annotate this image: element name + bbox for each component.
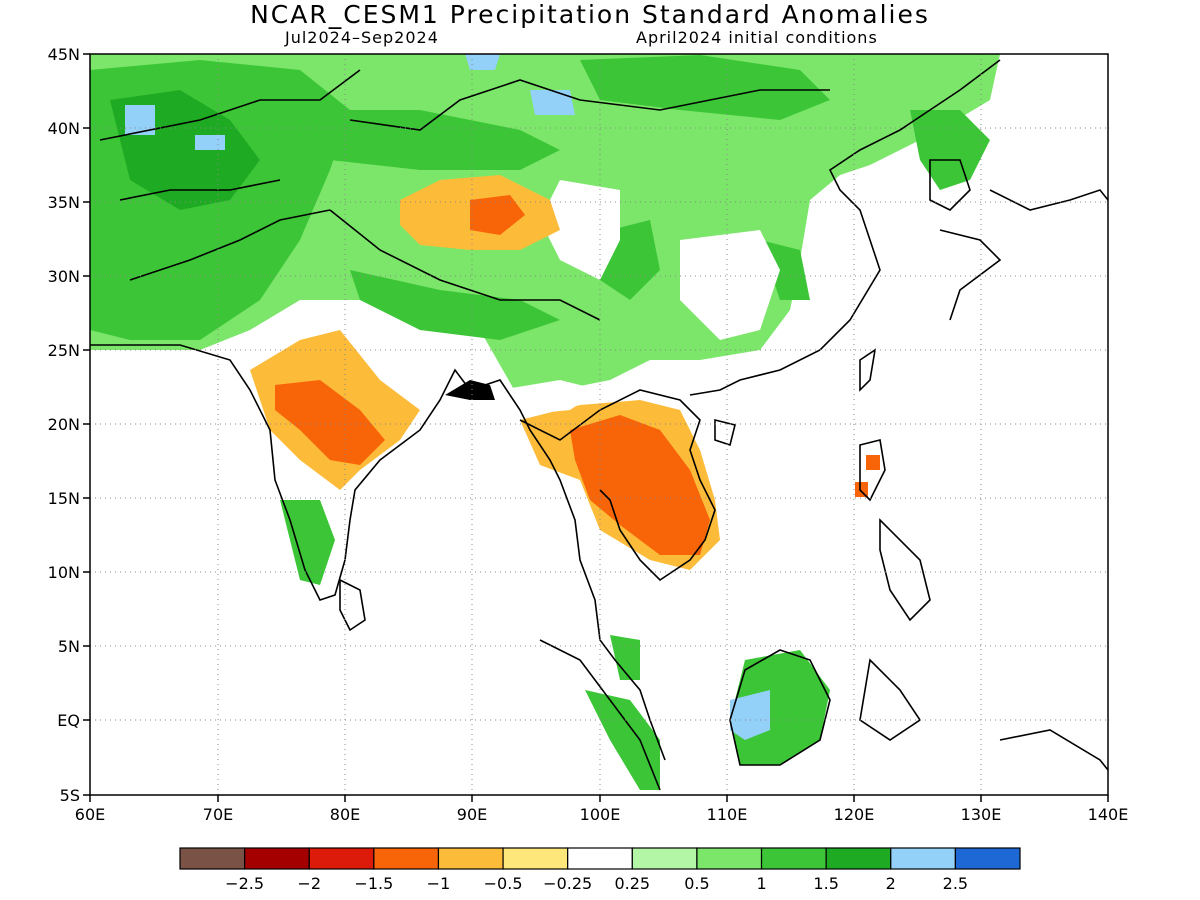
colorbar-label: −1.5 xyxy=(354,874,393,893)
lon-label: 120E xyxy=(834,805,875,824)
colorbar-swatch xyxy=(373,847,440,870)
anomaly-green-dark-mongolia xyxy=(580,55,830,120)
colorbar-swatch xyxy=(760,847,827,870)
lat-label: 45N xyxy=(48,45,80,64)
anomaly-field xyxy=(90,54,1000,790)
colorbar-swatch xyxy=(954,847,1021,870)
lat-label: 5S xyxy=(60,786,80,805)
lat-label: 30N xyxy=(48,267,80,286)
colorbar-swatch xyxy=(308,847,375,870)
colorbar-label: 0.25 xyxy=(614,874,650,893)
anomaly-blue-3 xyxy=(465,54,500,70)
lon-labels: 60E 70E 80E 90E 100E 110E 120E 130E 140E xyxy=(75,805,1129,824)
coastlines xyxy=(90,59,1108,791)
anomaly-orange-dark-indochina xyxy=(570,415,710,555)
init-subtitle: April2024 initial conditions xyxy=(636,28,878,47)
colorbar-label: 1.5 xyxy=(813,874,838,893)
anomaly-green-himalaya xyxy=(350,270,560,340)
gridlines xyxy=(90,54,1108,795)
anomaly-green-malay xyxy=(610,635,640,680)
colorbar-label: −0.25 xyxy=(543,874,592,893)
anomaly-blue-borneo xyxy=(730,690,770,740)
colorbar-label: 0.5 xyxy=(684,874,709,893)
colorbar-swatch xyxy=(631,847,698,870)
lat-label: 35N xyxy=(48,193,80,212)
lon-label: 130E xyxy=(961,805,1002,824)
colorbar-swatch xyxy=(437,847,504,870)
lat-label: 10N xyxy=(48,563,80,582)
lon-label: 140E xyxy=(1088,805,1129,824)
anomaly-white-burma xyxy=(500,380,600,415)
lat-label: 20N xyxy=(48,415,80,434)
anomaly-green-south-india xyxy=(280,500,335,585)
axis-ticks xyxy=(83,53,1109,802)
anomaly-orange-luzon-2 xyxy=(855,482,868,497)
lon-label: 90E xyxy=(457,805,487,824)
lon-label: 60E xyxy=(75,805,105,824)
colorbar-label: −2.5 xyxy=(225,874,264,893)
colorbar-label: −1 xyxy=(427,874,451,893)
anomaly-green-korea xyxy=(910,110,990,190)
anomaly-orange-dark-tibet xyxy=(470,195,525,235)
anomaly-blue-4 xyxy=(195,135,225,150)
colorbar-swatch xyxy=(825,847,892,870)
bangladesh-coast-detail xyxy=(445,380,495,400)
colorbar-label: 2 xyxy=(886,874,896,893)
lon-label: 80E xyxy=(330,805,360,824)
lat-label: 25N xyxy=(48,341,80,360)
colorbar-swatch xyxy=(502,847,569,870)
colorbar-label: 1 xyxy=(756,874,766,893)
map-title: NCAR_CESM1 Precipitation Standard Anomal… xyxy=(250,0,930,29)
anomaly-green-borneo xyxy=(730,650,830,765)
anomaly-white-east-china xyxy=(680,230,780,340)
colorbar-label: 2.5 xyxy=(943,874,968,893)
colorbar-swatch xyxy=(179,847,246,870)
colorbar-swatch xyxy=(890,847,956,870)
anomaly-blue-1 xyxy=(530,90,575,115)
colorbar-swatch xyxy=(567,847,633,870)
anomaly-white-china xyxy=(540,180,620,280)
lat-label: EQ xyxy=(57,711,80,730)
colorbar-label: −2 xyxy=(297,874,321,893)
period-subtitle: Jul2024–Sep2024 xyxy=(285,28,439,47)
colorbar-swatch xyxy=(696,847,763,870)
colorbar-label: −0.5 xyxy=(484,874,523,893)
anomaly-blue-2 xyxy=(125,105,155,135)
lon-label: 110E xyxy=(707,805,748,824)
anomaly-orange-luzon xyxy=(866,455,880,470)
lat-label: 15N xyxy=(48,489,80,508)
anomaly-orange-dark-india xyxy=(275,380,385,465)
lat-label: 40N xyxy=(48,119,80,138)
lat-label: 5N xyxy=(58,637,80,656)
anomaly-green-sumatra xyxy=(585,690,660,790)
colorbar: −2.5 −2 −1.5 −1 −0.5 −0.25 0.25 0.5 1 1.5 2 2.5 xyxy=(179,847,1021,893)
lon-label: 70E xyxy=(203,805,233,824)
lon-label: 100E xyxy=(580,805,621,824)
lat-labels: 45N 40N 35N 30N 25N 20N 15N 10N 5N EQ 5S xyxy=(48,45,80,805)
colorbar-swatch xyxy=(244,847,310,870)
anomaly-green-dark-tibet-north xyxy=(300,110,560,170)
